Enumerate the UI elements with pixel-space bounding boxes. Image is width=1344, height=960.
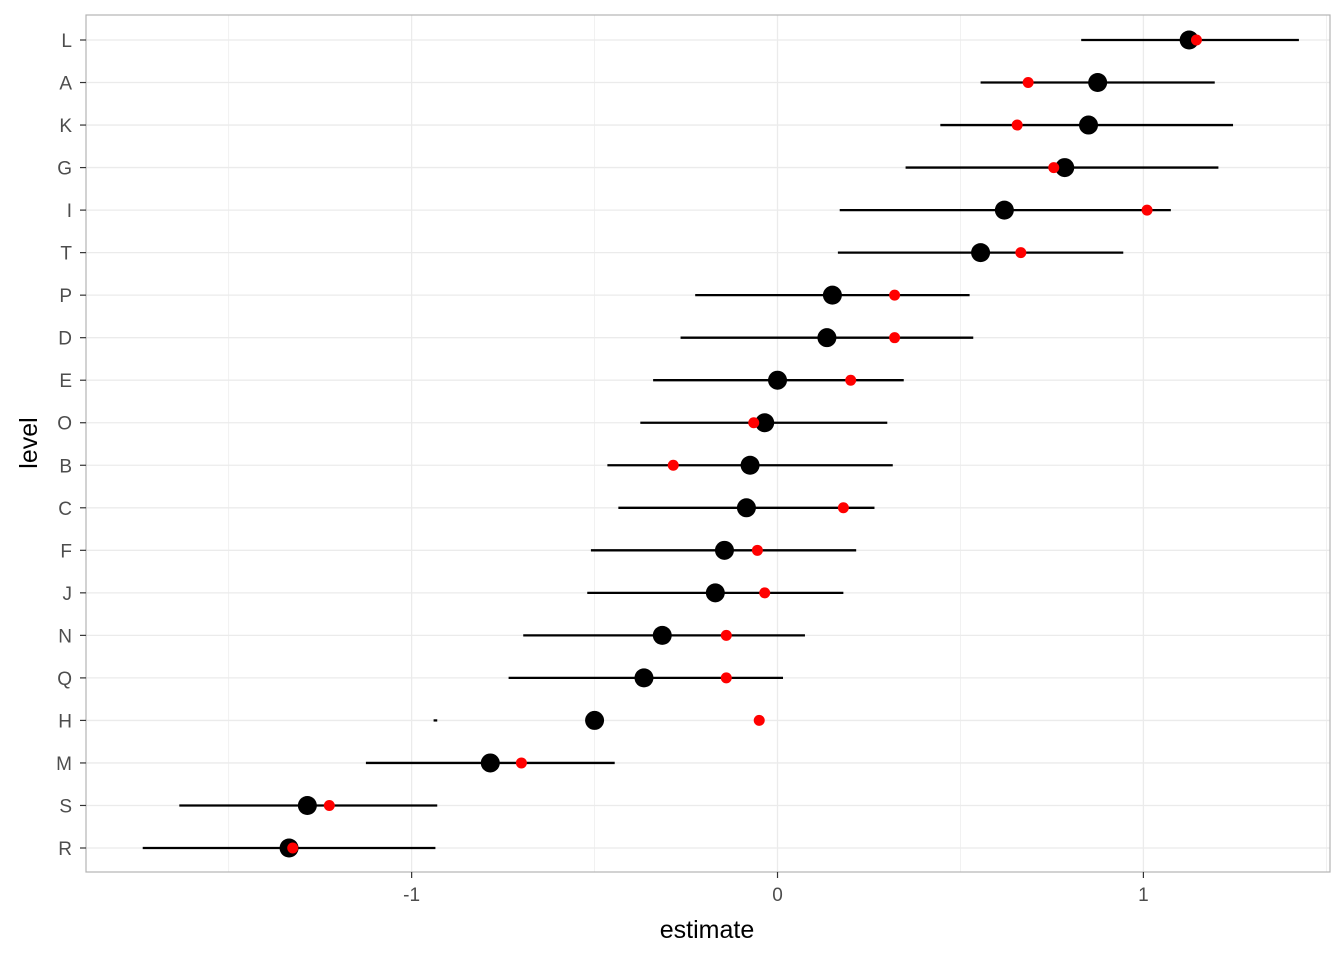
secondary-point-F — [751, 544, 763, 556]
y-tick-label-P: P — [59, 286, 72, 307]
secondary-point-N — [720, 629, 732, 641]
point-T — [971, 243, 991, 263]
panel-background — [86, 15, 1330, 872]
y-tick-label-H: H — [58, 711, 72, 732]
secondary-point-S — [323, 799, 335, 811]
y-tick-label-R: R — [58, 839, 72, 860]
point-N — [652, 625, 672, 645]
secondary-point-L — [1190, 34, 1202, 46]
point-O — [755, 413, 775, 433]
y-axis-title: level — [15, 417, 43, 468]
y-tick-label-T: T — [60, 244, 72, 265]
y-tick-label-I: I — [67, 201, 72, 222]
y-tick-label-S: S — [59, 796, 72, 817]
secondary-point-R — [287, 842, 299, 854]
point-K — [1079, 115, 1099, 135]
secondary-point-M — [515, 757, 527, 769]
point-E — [768, 370, 788, 390]
point-P — [822, 285, 842, 305]
secondary-point-I — [1141, 204, 1153, 216]
secondary-point-O — [748, 417, 760, 429]
y-tick-label-F: F — [60, 541, 72, 562]
point-H — [585, 710, 605, 730]
y-tick-label-J: J — [63, 584, 73, 605]
y-axis: L AK GI TP DE OB CF JN QH MS R — [56, 31, 86, 860]
secondary-point-E — [845, 374, 857, 386]
x-tick-label: -1 — [403, 885, 420, 906]
secondary-point-P — [889, 289, 901, 301]
estimate-points — [279, 30, 1199, 858]
point-F — [714, 540, 734, 560]
point-D — [817, 328, 837, 348]
y-tick-label-M: M — [56, 754, 72, 775]
y-tick-label-Q: Q — [57, 669, 72, 690]
point-I — [994, 200, 1014, 220]
secondary-point-B — [667, 459, 679, 471]
y-tick-label-C: C — [58, 499, 72, 520]
point-M — [480, 753, 500, 773]
point-Q — [634, 668, 654, 688]
point-C — [736, 498, 756, 518]
point-B — [740, 455, 760, 475]
y-tick-label-L: L — [61, 31, 72, 52]
secondary-point-T — [1015, 247, 1027, 259]
secondary-point-G — [1048, 162, 1060, 174]
point-J — [705, 583, 725, 603]
point-A — [1088, 73, 1108, 93]
y-tick-label-G: G — [57, 159, 72, 180]
x-tick-label: 1 — [1138, 885, 1149, 906]
point-G — [1055, 158, 1075, 178]
x-axis-title: estimate — [660, 916, 754, 944]
secondary-points — [287, 34, 1202, 854]
secondary-point-J — [759, 587, 771, 599]
secondary-point-H — [753, 714, 765, 726]
secondary-point-K — [1011, 119, 1023, 131]
point-S — [297, 795, 317, 815]
panel-border — [85, 14, 1331, 873]
y-tick-label-A: A — [59, 74, 72, 95]
x-tick-label: 0 — [772, 885, 783, 906]
secondary-point-C — [837, 502, 849, 514]
y-tick-label-E: E — [59, 371, 72, 392]
y-tick-label-K: K — [59, 116, 72, 137]
x-axis: -1 0 1 — [403, 872, 1149, 906]
secondary-point-Q — [720, 672, 732, 684]
y-tick-label-O: O — [57, 414, 72, 435]
y-tick-label-D: D — [58, 329, 72, 350]
secondary-point-A — [1022, 77, 1034, 89]
y-tick-label-B: B — [59, 456, 72, 477]
y-tick-label-N: N — [58, 626, 72, 647]
secondary-point-D — [889, 332, 901, 344]
